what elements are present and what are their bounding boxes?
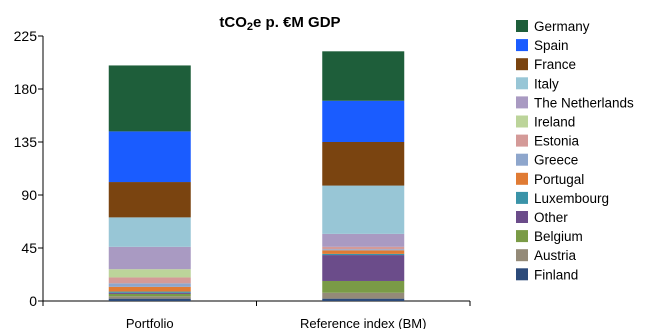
legend-swatch bbox=[516, 268, 528, 281]
legend-entry: Austria bbox=[516, 248, 577, 263]
legend-label: Ireland bbox=[534, 115, 575, 130]
legend-entry: Luxembourg bbox=[516, 191, 609, 206]
legend-entry: Greece bbox=[516, 153, 578, 168]
bar-segment bbox=[322, 249, 405, 251]
legend-swatch bbox=[516, 172, 528, 185]
bar-segment bbox=[322, 233, 405, 247]
legend-label: Luxembourg bbox=[534, 191, 609, 206]
bar-segment bbox=[322, 100, 405, 142]
bar-segment bbox=[322, 246, 405, 250]
bar-segment bbox=[322, 250, 405, 254]
bar-segment bbox=[108, 131, 191, 183]
legend-label: Belgium bbox=[534, 229, 583, 244]
bar-segment bbox=[108, 283, 191, 287]
legend-label: Italy bbox=[534, 76, 559, 91]
bar-segment bbox=[108, 246, 191, 270]
chart-title: tCO2e p. €M GDP bbox=[219, 14, 340, 33]
legend-entry: Estonia bbox=[516, 134, 580, 149]
bar-segment bbox=[322, 51, 405, 101]
bar-segment bbox=[322, 185, 405, 234]
y-tick-label: 0 bbox=[29, 293, 37, 309]
legend-swatch bbox=[516, 39, 528, 52]
bar-stack bbox=[108, 65, 191, 301]
y-tick-label: 180 bbox=[14, 81, 38, 97]
legend-swatch bbox=[516, 134, 528, 147]
bar-segment bbox=[322, 280, 405, 293]
y-tick-label: 225 bbox=[14, 28, 38, 44]
legend-entry: Ireland bbox=[516, 115, 575, 130]
legend-entry: Belgium bbox=[516, 229, 583, 244]
legend-label: France bbox=[534, 57, 576, 72]
legend-entry: Other bbox=[516, 210, 568, 225]
bar-segment bbox=[322, 255, 405, 281]
y-tick-label: 135 bbox=[14, 134, 38, 150]
y-axis: 0 45 90 135 180 225 bbox=[14, 28, 44, 309]
legend: Germany Spain France Italy The Netherlands Ir… bbox=[516, 19, 634, 282]
bar-segment bbox=[108, 277, 191, 284]
legend-swatch bbox=[516, 58, 528, 71]
x-category-label: Portfolio bbox=[126, 316, 174, 329]
legend-swatch bbox=[516, 191, 528, 204]
y-tick-label: 90 bbox=[21, 187, 37, 203]
bar-segment bbox=[108, 298, 191, 301]
legend-swatch bbox=[516, 77, 528, 90]
legend-swatch bbox=[516, 96, 528, 109]
bar-segment bbox=[108, 182, 191, 218]
legend-entry: Germany bbox=[516, 19, 590, 34]
legend-entry: Italy bbox=[516, 76, 559, 91]
legend-label: Austria bbox=[534, 248, 577, 263]
legend-label: Greece bbox=[534, 153, 578, 168]
legend-swatch bbox=[516, 211, 528, 223]
legend-entry: France bbox=[516, 57, 576, 72]
bar-segment bbox=[108, 296, 191, 299]
legend-label: The Netherlands bbox=[534, 95, 634, 110]
bar-segment bbox=[108, 292, 191, 294]
legend-entry: Finland bbox=[516, 267, 578, 282]
bar-segment bbox=[108, 269, 191, 278]
legend-swatch bbox=[516, 115, 528, 128]
bar-segment bbox=[322, 142, 405, 186]
x-category-label: Reference index (BM) bbox=[300, 316, 426, 329]
legend-label: Spain bbox=[534, 38, 569, 53]
legend-entry: Portugal bbox=[516, 172, 584, 187]
legend-swatch bbox=[516, 20, 528, 32]
bar-segment bbox=[322, 292, 405, 299]
legend-label: Portugal bbox=[534, 172, 584, 187]
legend-label: Estonia bbox=[534, 134, 580, 149]
x-axis: Portfolio Reference index (BM) bbox=[42, 300, 471, 329]
legend-entry: Spain bbox=[516, 38, 569, 53]
bar-segment bbox=[322, 253, 405, 256]
legend-swatch bbox=[516, 249, 528, 262]
bar-segment bbox=[108, 65, 191, 132]
legend-label: Other bbox=[534, 210, 568, 225]
bar-segment bbox=[108, 293, 191, 297]
legend-label: Finland bbox=[534, 267, 578, 282]
legend-swatch bbox=[516, 230, 528, 243]
bar-segment bbox=[108, 217, 191, 247]
bars bbox=[108, 51, 405, 301]
legend-entry: The Netherlands bbox=[516, 95, 634, 110]
legend-label: Germany bbox=[534, 19, 590, 34]
bar-segment bbox=[322, 298, 405, 301]
bar-segment bbox=[108, 291, 191, 293]
y-tick-label: 45 bbox=[21, 240, 37, 256]
bar-stack bbox=[322, 51, 405, 301]
bar-segment bbox=[108, 286, 191, 292]
legend-swatch bbox=[516, 153, 528, 166]
